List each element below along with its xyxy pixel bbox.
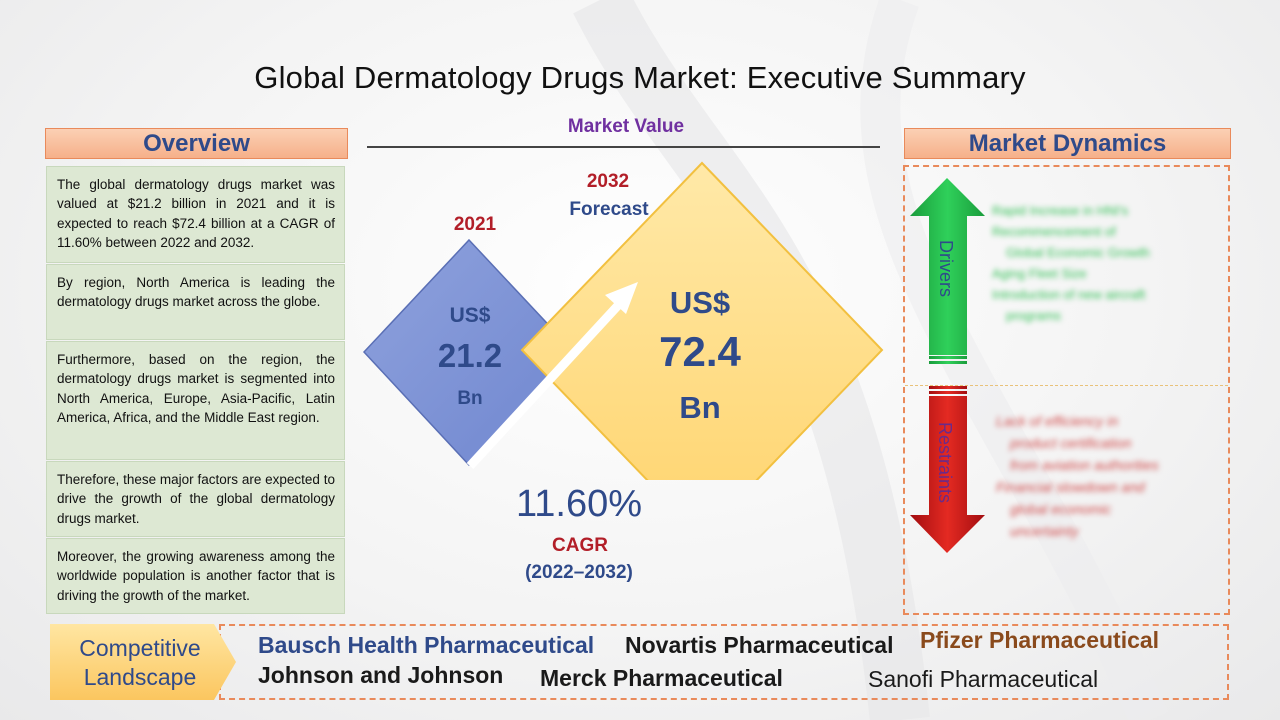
- driver-item: Rapid Increase in HNI's: [992, 203, 1129, 218]
- cagr-value: 11.60%: [515, 483, 643, 525]
- competitive-label-shape: [50, 624, 236, 700]
- competitive-label-line: Landscape: [83, 664, 197, 690]
- driver-item: Global Economic Growth: [1006, 245, 1150, 260]
- driver-item: Introduction of new aircraft: [992, 287, 1146, 302]
- unit-2021: Bn: [457, 388, 483, 409]
- overview-paragraph: The global dermatology drugs market was …: [46, 166, 345, 263]
- drivers-up-arrow: [910, 178, 985, 364]
- forecast-label: Forecast: [569, 199, 649, 220]
- restraint-item: Financial slowdown and: [996, 479, 1145, 495]
- company-name: Bausch Health Pharmaceutical: [258, 632, 595, 658]
- currency-2021: US$: [449, 304, 491, 327]
- market-dynamics-box: [903, 165, 1230, 615]
- overview-paragraph: Furthermore, based on the region, the de…: [46, 341, 345, 460]
- company-name: Merck Pharmaceutical: [540, 665, 783, 691]
- market-value-label: Market Value: [567, 116, 685, 137]
- diamond-2032: [520, 161, 884, 480]
- restraint-item: Lack of efficiency in: [996, 413, 1119, 429]
- restraint-item: product certification: [1010, 435, 1132, 451]
- page-title: Global Dermatology Drugs Market: Executi…: [254, 60, 1026, 95]
- restraints-list: Lack of efficiency in product certificat…: [996, 410, 1221, 542]
- year-2032: 2032: [586, 171, 630, 192]
- competitive-label: Competitive Landscape: [55, 634, 225, 692]
- restraints-down-arrow: [910, 386, 985, 553]
- growth-arrow: [466, 282, 638, 470]
- driver-item: Aging Fleet Size: [992, 266, 1087, 281]
- overview-paragraph: Therefore, these major factors are expec…: [46, 461, 345, 537]
- dynamics-arrows: [910, 178, 985, 553]
- driver-item: Recommencement of: [992, 224, 1116, 239]
- unit-2032: Bn: [679, 390, 721, 425]
- year-2021: 2021: [453, 214, 497, 235]
- drivers-label: Drivers: [936, 240, 956, 297]
- restraints-label: Restraints: [935, 422, 955, 504]
- company-name: Pfizer Pharmaceutical: [920, 627, 1160, 653]
- company-name: Sanofi Pharmaceutical: [868, 666, 1099, 692]
- overview-paragraph: Moreover, the growing awareness among th…: [46, 538, 345, 614]
- market-dynamics-header: Market Dynamics: [904, 128, 1231, 159]
- cagr-period: (2022–2032): [525, 562, 633, 583]
- market-value-divider: [367, 146, 880, 148]
- restraint-item: from aviation authorities: [1010, 457, 1159, 473]
- value-2021: 21.2: [437, 337, 503, 374]
- driver-item: programs: [1006, 308, 1061, 323]
- dynamics-divider: [905, 385, 1228, 386]
- cagr-label: CAGR: [552, 535, 608, 556]
- market-value-graphic: [362, 161, 884, 480]
- restraint-item: global economic: [1010, 501, 1112, 517]
- currency-2032: US$: [669, 285, 731, 320]
- drivers-list: Rapid Increase in HNI's Recommencement o…: [992, 200, 1217, 326]
- overview-header: Overview: [45, 128, 348, 159]
- value-2032: 72.4: [659, 328, 741, 375]
- overview-paragraph: By region, North America is leading the …: [46, 264, 345, 340]
- company-name: Novartis Pharmaceutical: [625, 632, 894, 658]
- company-name: Johnson and Johnson: [258, 662, 504, 688]
- restraint-item: uncertainty: [1010, 523, 1079, 539]
- competitive-label-line: Competitive: [79, 635, 201, 661]
